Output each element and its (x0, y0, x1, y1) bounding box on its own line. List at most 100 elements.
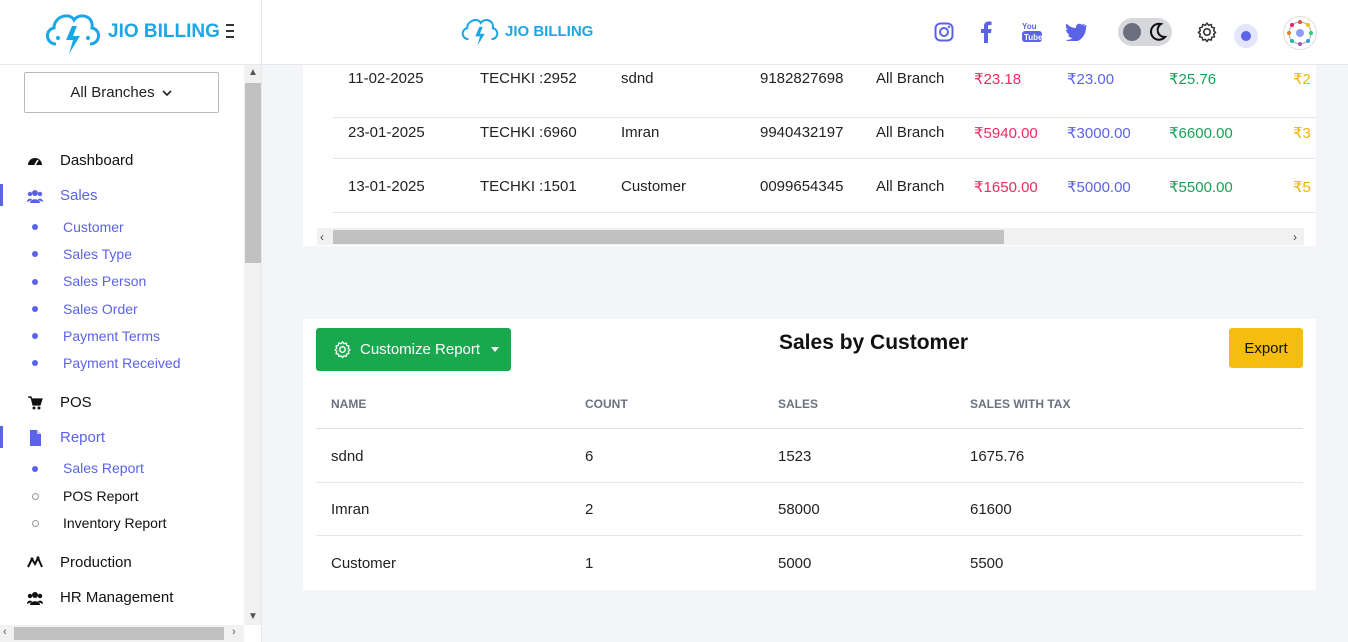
cell-customer: Imran (621, 124, 660, 141)
cell-amount: ₹25.76 (1169, 71, 1217, 88)
scrollbar-thumb[interactable] (14, 627, 224, 640)
column-header-name[interactable]: NAME (331, 397, 367, 411)
avatar-logo-icon (1287, 20, 1313, 46)
scroll-left-icon[interactable]: ‹ (3, 626, 7, 638)
moon-icon (1150, 22, 1168, 41)
sidebar-item-dashboard[interactable]: Dashboard (0, 143, 244, 178)
sidebar-item-report[interactable]: Report (0, 420, 244, 455)
customize-report-button[interactable]: Customize Report (316, 328, 511, 371)
sidebar-subitem-label: Sales Report (63, 460, 144, 477)
cell-amount: ₹3 (1293, 125, 1311, 142)
sidebar-item-hr-management[interactable]: HR Management (0, 580, 244, 615)
sidebar-item-sales[interactable]: Sales (0, 178, 244, 213)
sidebar-subitem-sales-type[interactable]: Sales Type (0, 240, 244, 267)
sidebar-item-label: Dashboard (60, 152, 134, 169)
cell-sales-with-tax: 61600 (970, 501, 1012, 518)
toggle-knob (1123, 23, 1141, 41)
scrollbar-thumb[interactable] (333, 230, 1004, 244)
sidebar-subitem-inventory-report[interactable]: Inventory Report (0, 509, 244, 536)
table-horizontal-scrollbar[interactable]: ‹ › (317, 228, 1304, 245)
gear-icon (334, 341, 351, 359)
settings-gear-icon[interactable] (1196, 21, 1218, 43)
table-row: 13-01-2025 TECHKI :1501 Customer 0099654… (333, 159, 1316, 213)
dashboard-icon (28, 158, 42, 166)
scroll-up-icon[interactable]: ▲ (248, 67, 258, 78)
sidebar-subitem-sales-order[interactable]: Sales Order (0, 295, 244, 322)
brand-logo-center[interactable]: JIO BILLING (459, 12, 593, 50)
table-row: Customer 1 5000 5500 (316, 537, 1303, 590)
users-icon (27, 190, 43, 203)
cell-name: Customer (331, 555, 397, 572)
cell-amount: ₹1650.00 (974, 179, 1038, 196)
column-header-count[interactable]: COUNT (585, 397, 628, 411)
export-button[interactable]: Export (1229, 328, 1303, 368)
cell-amount: ₹5940.00 (974, 125, 1038, 142)
sidebar-subitem-pos-report[interactable]: POS Report (0, 482, 244, 509)
caret-down-icon (491, 347, 500, 352)
sidebar-subitem-customer[interactable]: Customer (0, 213, 244, 240)
sidebar-horizontal-scrollbar[interactable]: ‹ › (0, 625, 244, 642)
cell-branch: All Branch (876, 124, 945, 141)
avatar[interactable] (1283, 16, 1317, 50)
brand-name-center: JIO BILLING (505, 22, 594, 40)
cell-branch: All Branch (876, 178, 945, 195)
cell-amount: ₹6600.00 (1169, 125, 1233, 142)
cell-name: Imran (331, 501, 370, 518)
sidebar-nav: Dashboard Sales Customer Sales Type Sale… (0, 143, 244, 615)
chevron-down-icon (162, 89, 172, 96)
sidebar: All Branches Dashboard Sales Customer Sa… (0, 65, 262, 642)
sidebar-subitem-sales-person[interactable]: Sales Person (0, 268, 244, 295)
notification-dot-button[interactable] (1234, 24, 1258, 48)
sidebar-subitem-payment-received[interactable]: Payment Received (0, 349, 244, 376)
cell-amount: ₹3000.00 (1067, 125, 1131, 142)
file-icon (30, 429, 41, 446)
sidebar-subitem-label: Sales Type (63, 245, 133, 262)
brand-logo[interactable]: JIO BILLING (42, 6, 220, 58)
sales-by-customer-card: Customize Report Sales by Customer Expor… (303, 319, 1316, 590)
cell-branch: All Branch (876, 70, 945, 87)
cell-date: 11-02-2025 (348, 70, 424, 87)
twitter-icon[interactable] (1062, 16, 1090, 48)
cell-sales-with-tax: 1675.76 (970, 448, 1025, 465)
sidebar-subitem-label: Sales Person (63, 273, 147, 290)
scrollbar-thumb[interactable] (245, 83, 261, 263)
scroll-down-icon[interactable]: ▼ (248, 611, 258, 622)
table-row: sdnd 6 1523 1675.76 (316, 430, 1303, 483)
brand-area: JIO BILLING (0, 0, 262, 65)
sidebar-subitem-label: Payment Terms (63, 327, 160, 344)
sidebar-subitem-payment-terms[interactable]: Payment Terms (0, 322, 244, 349)
sales-report-table-card: 11-02-2025 TECHKI :2952 sdnd 9182827698 … (303, 65, 1316, 246)
instagram-icon[interactable] (930, 16, 958, 48)
cell-count: 2 (585, 501, 594, 518)
cell-date: 23-01-2025 (348, 124, 425, 141)
scroll-right-icon[interactable]: › (1293, 230, 1297, 244)
sidebar-subitem-sales-report[interactable]: Sales Report (0, 455, 244, 482)
theme-toggle[interactable] (1118, 18, 1172, 46)
cell-invoice: TECHKI :1501 (480, 178, 577, 195)
branch-select-value: All Branches (70, 84, 155, 101)
cell-amount: ₹5000.00 (1067, 179, 1131, 196)
scroll-left-icon[interactable]: ‹ (320, 230, 324, 244)
cell-amount: ₹23.00 (1067, 71, 1115, 88)
cell-amount: ₹2 (1293, 71, 1311, 88)
svg-text:You: You (1022, 22, 1037, 31)
cell-sales-with-tax: 5500 (970, 555, 1004, 572)
cell-count: 6 (585, 448, 594, 465)
cell-count: 1 (585, 555, 594, 572)
sidebar-vertical-scrollbar[interactable]: ▲ ▼ (244, 65, 261, 625)
facebook-icon[interactable] (972, 16, 1000, 48)
sidebar-item-pos[interactable]: POS (0, 385, 244, 420)
sidebar-item-production[interactable]: Production (0, 545, 244, 580)
youtube-icon[interactable]: You Tube (1018, 16, 1046, 48)
cell-phone: 9182827698 (760, 70, 844, 87)
column-header-sales-with-tax[interactable]: SALES WITH TAX (970, 397, 1071, 411)
customize-report-label: Customize Report (360, 341, 481, 358)
cell-name: sdnd (331, 448, 364, 465)
scroll-right-icon[interactable]: › (232, 626, 236, 638)
branch-select[interactable]: All Branches (24, 72, 219, 113)
menu-toggle-icon[interactable] (226, 24, 236, 38)
column-header-sales[interactable]: SALES (778, 397, 819, 411)
sidebar-subitem-label: Payment Received (63, 355, 181, 372)
sidebar-item-label: Report (60, 428, 106, 446)
cell-phone: 0099654345 (760, 178, 844, 195)
